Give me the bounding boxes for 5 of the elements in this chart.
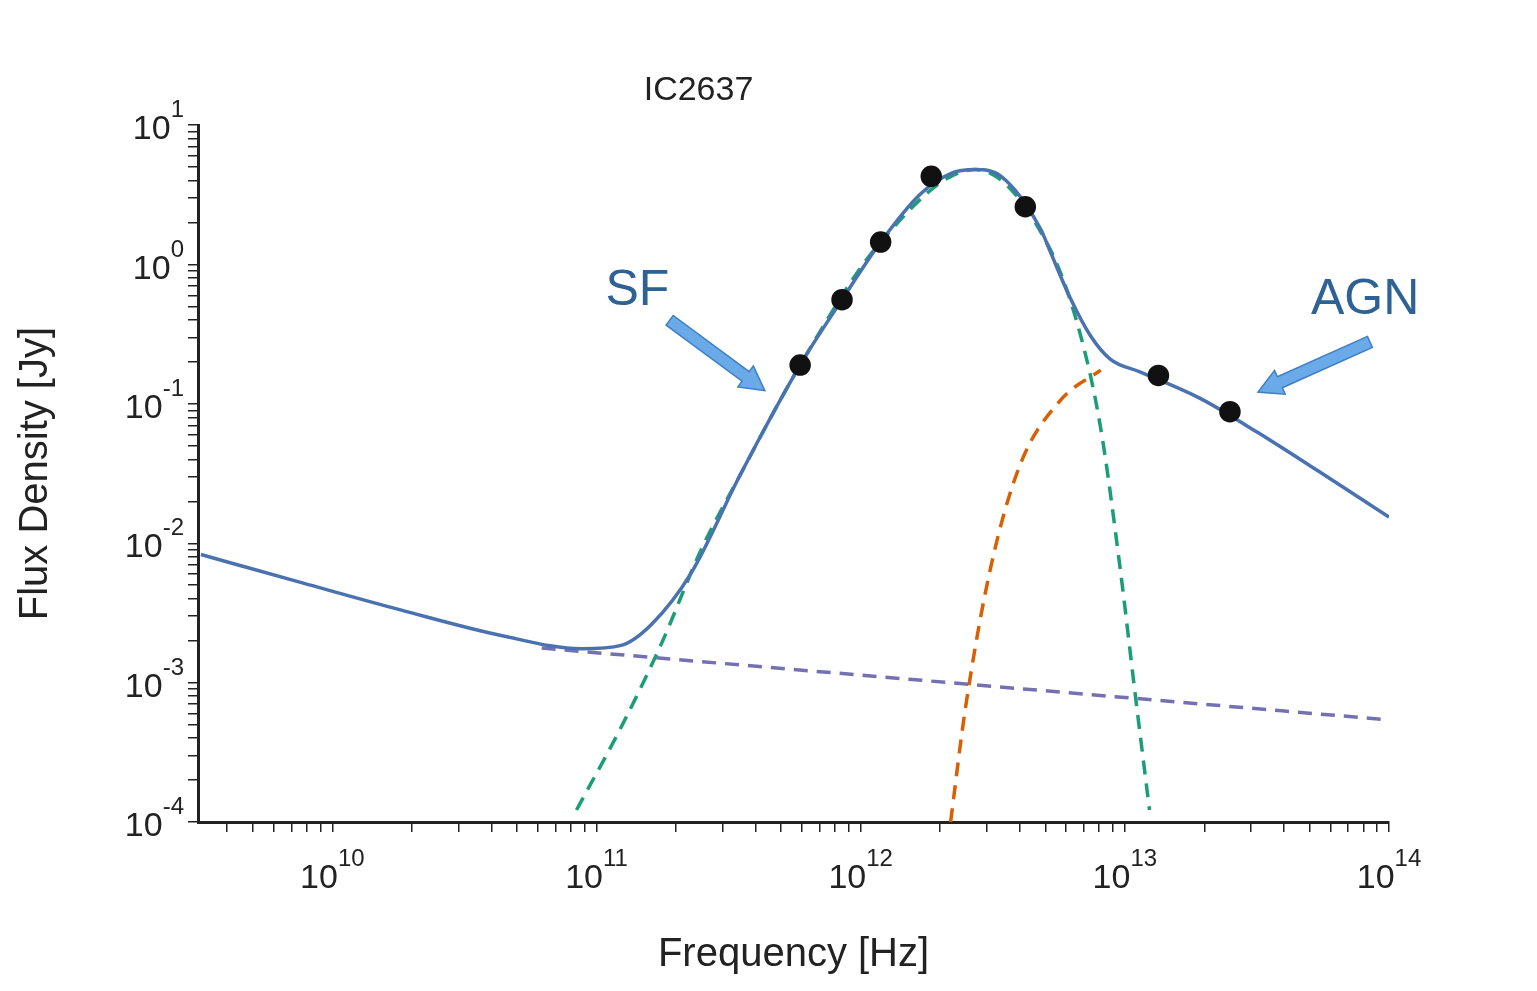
annotation: SF bbox=[605, 258, 670, 317]
annotation: AGN bbox=[1310, 268, 1420, 327]
x-axis-title: Frequency [Hz] bbox=[657, 930, 930, 975]
chart-title: IC2637 bbox=[643, 69, 754, 108]
y-axis-title: Flux Density [Jy] bbox=[11, 326, 56, 621]
